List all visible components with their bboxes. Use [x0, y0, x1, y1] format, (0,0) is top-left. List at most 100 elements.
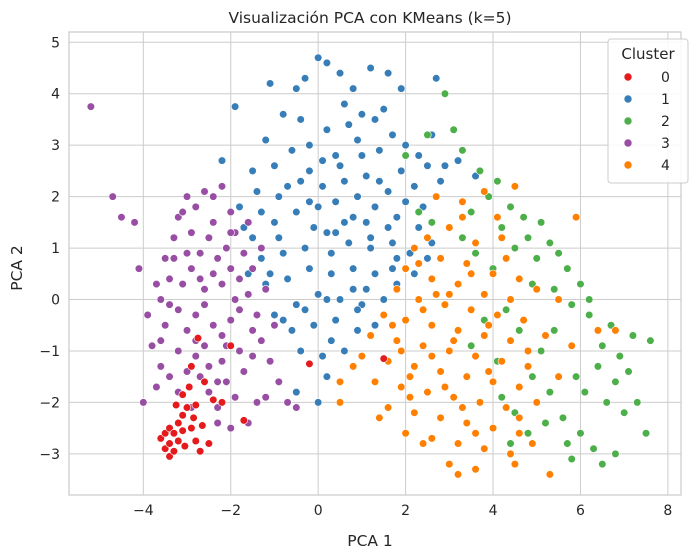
data-point-cluster-1 [410, 269, 419, 278]
data-point-cluster-2 [567, 300, 576, 309]
legend-label-cluster-3: 3 [661, 136, 670, 152]
data-point-cluster-1 [432, 74, 441, 83]
data-point-cluster-2 [545, 388, 554, 397]
data-point-cluster-3 [222, 243, 231, 253]
data-point-cluster-1 [248, 233, 257, 242]
data-point-cluster-1 [353, 192, 362, 201]
data-point-cluster-4 [418, 341, 428, 350]
data-point-cluster-4 [366, 331, 375, 340]
data-point-cluster-0 [193, 333, 203, 343]
data-point-cluster-2 [506, 439, 515, 448]
data-point-cluster-1 [375, 146, 384, 155]
data-point-cluster-4 [515, 274, 524, 284]
data-point-cluster-1 [318, 182, 327, 191]
data-point-cluster-4 [335, 398, 345, 407]
data-point-cluster-0 [196, 447, 205, 456]
data-point-cluster-0 [191, 400, 200, 410]
data-point-cluster-2 [502, 305, 511, 314]
legend-marker-cluster-2 [623, 116, 633, 126]
data-point-cluster-0 [226, 341, 235, 350]
data-point-cluster-2 [646, 336, 655, 345]
data-point-cluster-3 [209, 192, 218, 201]
data-point-cluster-2 [467, 341, 476, 350]
data-point-cluster-3 [161, 321, 170, 330]
plot-frame [68, 31, 682, 496]
data-point-cluster-4 [445, 223, 454, 232]
data-point-cluster-4 [449, 393, 458, 402]
data-point-cluster-4 [427, 434, 436, 443]
data-point-cluster-1 [314, 290, 323, 299]
data-point-cluster-1 [305, 166, 314, 175]
data-point-cluster-4 [462, 372, 471, 381]
data-point-cluster-2 [598, 341, 607, 350]
y-tick-label: −2 [39, 395, 60, 411]
data-point-cluster-4 [445, 346, 454, 356]
data-point-cluster-2 [449, 125, 458, 134]
data-point-cluster-2 [497, 393, 506, 402]
data-point-cluster-4 [480, 187, 489, 196]
data-point-cluster-2 [585, 310, 594, 320]
data-point-cluster-1 [300, 243, 310, 253]
data-point-cluster-0 [185, 382, 194, 392]
data-point-cluster-2 [458, 233, 467, 242]
data-point-cluster-1 [327, 269, 336, 278]
data-points [86, 53, 655, 479]
data-point-cluster-1 [397, 84, 406, 93]
data-point-cluster-4 [436, 254, 445, 263]
x-tick-label: −2 [220, 503, 241, 519]
data-point-cluster-1 [344, 120, 353, 129]
data-point-cluster-1 [340, 218, 349, 227]
data-point-cluster-4 [335, 377, 345, 386]
data-point-cluster-3 [235, 346, 244, 356]
data-point-cluster-1 [423, 254, 432, 263]
data-point-cluster-3 [108, 192, 117, 201]
data-point-cluster-4 [423, 388, 432, 397]
data-point-cluster-2 [550, 285, 559, 294]
data-point-cluster-1 [335, 295, 345, 304]
data-point-cluster-1 [314, 398, 323, 407]
data-point-cluster-1 [309, 321, 318, 330]
data-point-cluster-1 [270, 161, 279, 170]
data-point-cluster-1 [375, 177, 384, 186]
legend-marker-cluster-0 [623, 72, 633, 82]
data-point-cluster-2 [506, 202, 515, 212]
data-point-cluster-1 [327, 249, 336, 258]
x-tick-label: 4 [489, 503, 498, 519]
data-point-cluster-2 [563, 264, 572, 273]
y-tick-label: 3 [51, 138, 60, 154]
data-point-cluster-0 [169, 447, 179, 456]
data-point-cluster-3 [200, 187, 209, 196]
data-point-cluster-3 [196, 249, 205, 258]
data-point-cluster-4 [467, 269, 476, 278]
data-point-cluster-1 [370, 202, 380, 212]
legend-label-cluster-0: 0 [661, 70, 670, 86]
data-point-cluster-3 [204, 362, 213, 371]
data-point-cluster-2 [545, 238, 554, 248]
data-point-cluster-4 [515, 413, 524, 422]
data-point-cluster-3 [134, 264, 144, 273]
data-point-cluster-4 [515, 429, 524, 438]
data-point-cluster-3 [252, 310, 262, 320]
data-point-cluster-4 [405, 372, 415, 381]
data-point-cluster-3 [200, 341, 209, 350]
data-point-cluster-2 [624, 367, 633, 376]
data-point-cluster-1 [292, 207, 301, 217]
data-point-cluster-1 [322, 295, 332, 304]
data-point-cluster-4 [480, 290, 489, 299]
data-point-cluster-4 [506, 295, 515, 304]
data-point-cluster-2 [401, 151, 410, 160]
data-point-cluster-3 [178, 279, 187, 289]
data-point-cluster-4 [432, 290, 441, 299]
data-point-cluster-0 [200, 377, 209, 386]
data-point-cluster-4 [432, 192, 441, 201]
data-point-cluster-1 [296, 346, 305, 356]
data-point-cluster-2 [567, 454, 576, 464]
data-point-cluster-1 [349, 285, 358, 294]
data-point-cluster-1 [322, 58, 332, 67]
data-point-cluster-1 [392, 254, 401, 263]
data-point-cluster-4 [414, 295, 423, 304]
data-point-cluster-1 [453, 156, 463, 165]
data-point-cluster-4 [427, 274, 436, 284]
data-point-cluster-0 [178, 390, 187, 399]
data-point-cluster-4 [567, 341, 576, 350]
